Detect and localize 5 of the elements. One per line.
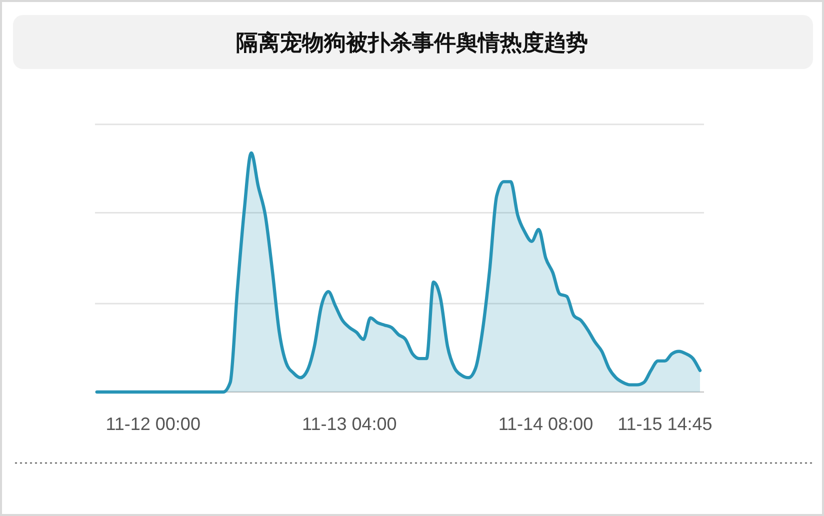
x-tick-label: 11-15 14:45 xyxy=(618,414,712,434)
x-tick-label: 11-14 08:00 xyxy=(498,414,594,434)
x-tick-label: 11-13 04:00 xyxy=(302,414,397,434)
x-tick-label: 11-12 00:00 xyxy=(106,414,200,434)
title: 隔离宠物狗被扑杀事件舆情热度趋势 xyxy=(236,30,588,55)
